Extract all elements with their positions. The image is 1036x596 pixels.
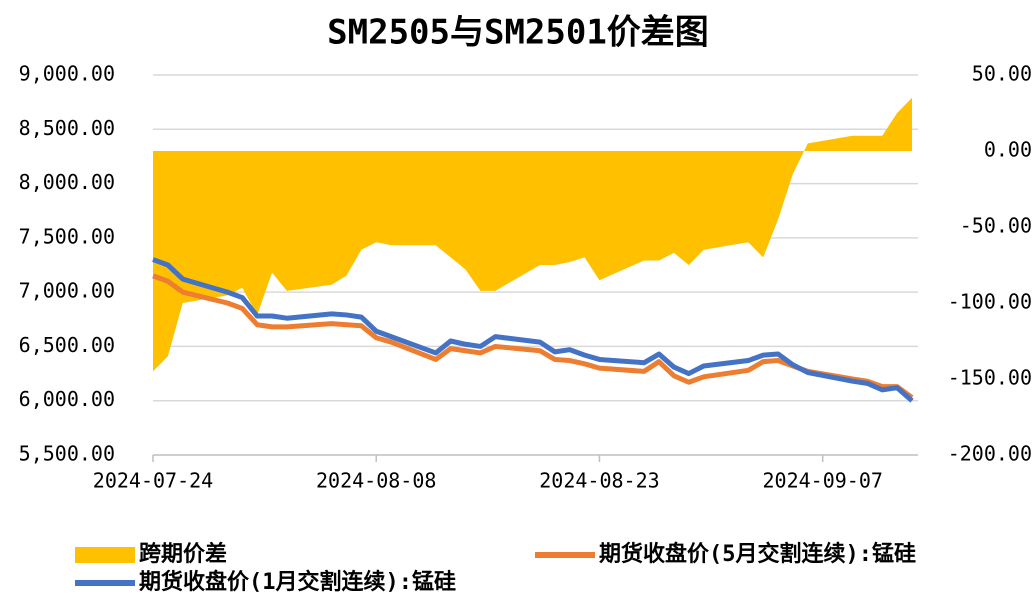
y2-tick-label: 50.00	[972, 62, 1032, 86]
y-tick-label: 9,000.00	[19, 62, 115, 86]
spread-area	[153, 97, 912, 372]
y-tick-label: 5,500.00	[19, 442, 115, 466]
legend-label: 期货收盘价(5月交割连续):锰硅	[599, 541, 916, 567]
legend-swatch	[75, 547, 135, 563]
y2-tick-label: -100.00	[948, 290, 1032, 314]
price-line	[152, 273, 914, 400]
y-tick-label: 8,500.00	[19, 116, 115, 140]
price-line	[152, 257, 914, 403]
y-tick-label: 7,500.00	[19, 224, 115, 248]
x-tick-label: 2024-08-08	[316, 469, 436, 493]
x-tick-label: 2024-09-07	[762, 469, 882, 493]
y2-tick-label: -50.00	[960, 214, 1032, 238]
y-tick-label: 8,000.00	[19, 170, 115, 194]
chart-title: SM2505与SM2501价差图	[327, 13, 709, 53]
y-tick-label: 6,500.00	[19, 333, 115, 357]
y2-tick-label: 0.00	[984, 138, 1032, 162]
legend-label: 期货收盘价(1月交割连续):锰硅	[139, 569, 456, 595]
x-tick-label: 2024-08-23	[539, 469, 659, 493]
legend-label: 跨期价差	[139, 541, 227, 567]
x-tick-label: 2024-07-24	[93, 469, 213, 493]
y-tick-label: 6,000.00	[19, 387, 115, 411]
y-tick-label: 7,000.00	[19, 279, 115, 303]
y2-tick-label: -150.00	[948, 366, 1032, 390]
y2-tick-label: -200.00	[948, 442, 1032, 466]
